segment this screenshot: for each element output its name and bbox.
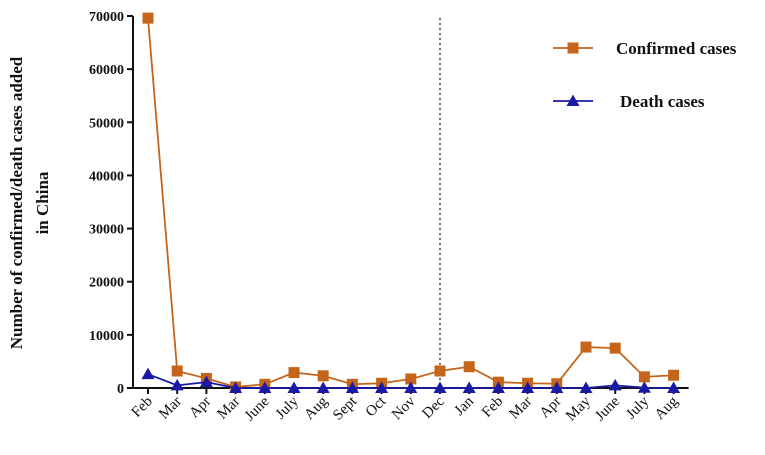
x-tick-label: June xyxy=(592,393,623,424)
data-point xyxy=(668,369,680,381)
data-point xyxy=(171,365,183,377)
x-tick-label: Nov xyxy=(389,393,419,423)
y-tick-label: 20000 xyxy=(89,276,124,291)
data-point xyxy=(375,381,389,393)
data-point xyxy=(345,381,359,393)
data-point xyxy=(142,12,154,24)
data-point xyxy=(608,378,622,391)
series-line xyxy=(147,18,674,388)
data-point xyxy=(580,341,592,353)
data-point xyxy=(229,381,243,393)
legend-item: Death cases xyxy=(553,92,705,111)
data-point xyxy=(667,381,681,393)
data-point xyxy=(404,381,418,393)
x-tick-label: Apr xyxy=(186,394,214,422)
legend-swatch-marker xyxy=(566,94,580,106)
data-point xyxy=(609,342,621,354)
x-tick-label: Oct xyxy=(363,393,390,420)
legend-label: Confirmed cases xyxy=(616,39,737,58)
data-point xyxy=(317,370,329,382)
x-tick-label: Aug xyxy=(301,393,331,423)
data-point xyxy=(405,373,417,385)
data-point xyxy=(316,381,330,393)
x-tick-label: Sept xyxy=(330,393,361,424)
x-tick-label: Dec xyxy=(419,393,448,422)
data-point xyxy=(288,367,300,379)
x-tick-label: July xyxy=(273,393,302,422)
x-tick-label: July xyxy=(623,393,652,422)
data-point xyxy=(434,365,446,377)
x-tick-label: Mar xyxy=(214,394,243,423)
data-point xyxy=(491,381,505,393)
data-point xyxy=(638,371,650,383)
data-point xyxy=(463,361,475,373)
data-point xyxy=(637,381,651,393)
data-point xyxy=(199,375,213,388)
y-axis-title-line-2: in China xyxy=(33,171,52,234)
y-tick-label: 70000 xyxy=(89,10,124,25)
data-point xyxy=(550,381,564,393)
x-tick-label: Jan xyxy=(452,393,478,419)
x-tick-label: Mar xyxy=(156,394,185,423)
data-point xyxy=(433,381,447,393)
x-tick-label: May xyxy=(563,393,594,424)
data-point xyxy=(462,381,476,393)
data-point xyxy=(141,367,155,380)
y-tick-label: 0 xyxy=(117,382,124,397)
legend: Confirmed cases Death cases xyxy=(553,39,737,111)
axes xyxy=(132,16,689,389)
x-tick-label: Feb xyxy=(129,394,156,421)
legend-item: Confirmed cases xyxy=(553,39,737,58)
x-tick-label: June xyxy=(242,393,273,424)
data-point xyxy=(579,381,593,393)
data-point xyxy=(287,381,301,393)
y-tick-label: 60000 xyxy=(89,63,124,78)
y-axis-title: Number of confirmed/death cases added in… xyxy=(7,56,52,349)
x-tick-label: Mar xyxy=(506,394,535,423)
y-tick-label: 10000 xyxy=(89,329,124,344)
y-tick-label: 50000 xyxy=(89,116,124,131)
x-tick-label: Apr xyxy=(537,394,565,422)
y-axis-title-line-1: Number of confirmed/death cases added xyxy=(7,56,26,349)
series-layer xyxy=(141,12,681,393)
x-tick-label: Feb xyxy=(479,394,506,421)
data-point xyxy=(170,378,184,391)
data-point xyxy=(258,381,272,393)
x-tick-label: Aug xyxy=(652,393,682,423)
series-death-cases xyxy=(141,367,681,393)
series-confirmed-cases xyxy=(142,12,680,393)
data-point xyxy=(521,381,535,393)
y-axis-ticks: 0 10000 20000 30000 40000 50000 60000 70000 xyxy=(89,10,133,397)
legend-swatch-marker xyxy=(567,42,579,54)
y-tick-label: 30000 xyxy=(89,223,124,238)
legend-label: Death cases xyxy=(620,92,705,111)
y-tick-label: 40000 xyxy=(89,169,124,184)
